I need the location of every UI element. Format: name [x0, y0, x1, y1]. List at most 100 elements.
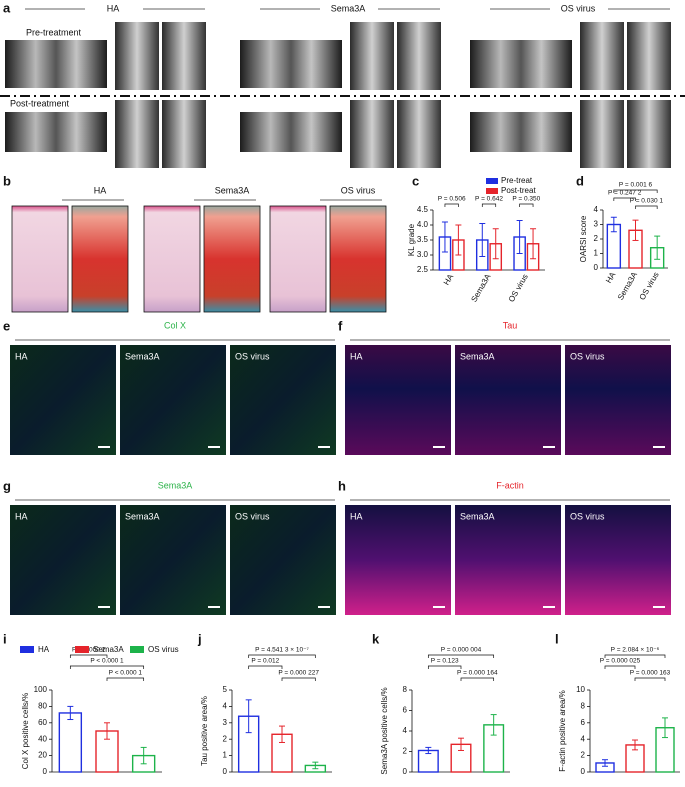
y-tick-label: 1	[594, 249, 599, 258]
image-label: Sema3A	[125, 351, 160, 361]
image-label: HA	[350, 351, 363, 361]
y-tick-label: 5	[223, 685, 228, 694]
y-tick-label: 2	[403, 747, 408, 756]
y-tick-label: 0	[403, 767, 408, 776]
radiograph	[115, 100, 159, 168]
y-tick-label: 3.5	[417, 235, 429, 244]
annotation: P = 0.001 6	[619, 182, 653, 189]
histology-image	[329, 205, 387, 313]
y-tick-label: 6	[403, 706, 408, 715]
panel-letter: d	[576, 173, 584, 188]
radiograph	[470, 40, 572, 88]
y-tick-label: 1	[223, 751, 228, 760]
panel-letter: a	[3, 0, 11, 15]
y-tick-label: 3	[223, 718, 228, 727]
image-label: Sema3A	[125, 511, 160, 521]
panel-title: Sema3A	[158, 480, 193, 490]
group-header: HA	[107, 3, 120, 13]
y-tick-label: 0	[43, 767, 48, 776]
image-label: HA	[15, 351, 28, 361]
y-tick-label: 4	[223, 702, 228, 711]
bracket	[604, 654, 666, 658]
y-axis-label: F-actin positive area/%	[558, 690, 567, 771]
legend-label: Sema3A	[93, 645, 124, 654]
bracket	[481, 203, 497, 207]
image-label: OS virus	[570, 351, 605, 361]
bracket	[519, 203, 534, 207]
y-tick-label: 0	[223, 767, 228, 776]
y-tick-label: 0	[594, 263, 599, 272]
image-label: HA	[350, 511, 363, 521]
panel-title: F-actin	[496, 480, 524, 490]
radiograph	[627, 22, 671, 90]
legend-swatch	[486, 188, 498, 194]
y-tick-label: 0	[581, 767, 586, 776]
bracket	[106, 677, 145, 681]
legend-swatch	[75, 646, 89, 653]
fluorescence-image	[345, 505, 451, 615]
annotation: P = 0.000 004	[441, 647, 482, 654]
radiograph	[115, 22, 159, 90]
bracket	[427, 665, 462, 669]
annotation: P = 0.000 163	[630, 670, 671, 677]
annotation: P = 0.506	[438, 196, 466, 203]
legend-label: Pre-treat	[501, 176, 533, 185]
panel-letter: c	[412, 173, 419, 188]
bracket	[248, 654, 316, 658]
y-tick-label: 6	[581, 718, 586, 727]
y-tick-label: 4.5	[417, 205, 429, 214]
panel-letter: b	[3, 173, 11, 188]
histology-image	[203, 205, 261, 313]
annotation: P = 0.350	[512, 196, 540, 203]
y-axis-label: OARSI score	[579, 215, 588, 262]
radiograph	[470, 112, 572, 152]
radiograph	[162, 100, 206, 168]
radiograph	[350, 22, 394, 90]
radiograph	[397, 100, 441, 168]
y-tick-label: 60	[38, 718, 47, 727]
bracket	[604, 665, 636, 669]
y-tick-label: 20	[38, 751, 47, 760]
y-tick-label: 40	[38, 734, 47, 743]
histology-image	[269, 205, 327, 313]
legend-label: Post-treat	[501, 186, 536, 195]
image-label: OS virus	[235, 511, 270, 521]
y-axis-label: Col X positive cells/%	[21, 693, 30, 769]
x-tick-label: HA	[604, 270, 618, 285]
fluorescence-image	[455, 345, 561, 455]
row-label: Post-treatment	[10, 98, 70, 108]
y-tick-label: 100	[34, 685, 48, 694]
bracket	[427, 654, 495, 658]
fluorescence-image	[120, 345, 226, 455]
y-tick-label: 4	[581, 734, 586, 743]
image-label: HA	[15, 511, 28, 521]
group-header: Sema3A	[331, 3, 366, 13]
fluorescence-image	[10, 345, 116, 455]
y-axis-label: Sema3A positive cells/%	[380, 687, 389, 774]
annotation: P = 0.000 025	[600, 658, 641, 665]
fluorescence-image	[230, 345, 336, 455]
legend-label: HA	[38, 645, 50, 654]
x-tick-label: OS virus	[638, 271, 661, 302]
group-header: OS virus	[561, 3, 596, 13]
panel-letter: l	[555, 631, 559, 646]
x-tick-label: HA	[442, 272, 456, 287]
bracket	[248, 665, 283, 669]
annotation: P = 0.123	[431, 658, 459, 665]
radiograph	[240, 40, 342, 88]
radiograph	[5, 40, 107, 88]
bracket	[69, 665, 145, 669]
bracket	[613, 197, 636, 201]
annotation: P = 0.000 227	[278, 670, 319, 677]
y-tick-label: 4	[403, 726, 408, 735]
annotation: P = 0.642	[475, 196, 503, 203]
radiograph	[5, 112, 107, 152]
annotation: P < 0.000 1	[90, 658, 124, 665]
panel-letter: g	[3, 478, 11, 493]
y-axis-label: Tau positive area/%	[200, 696, 209, 766]
x-tick-label: OS virus	[507, 273, 530, 304]
annotation: P = 0.030 1	[630, 198, 664, 205]
fluorescence-image	[10, 505, 116, 615]
group-header: Sema3A	[215, 185, 250, 195]
